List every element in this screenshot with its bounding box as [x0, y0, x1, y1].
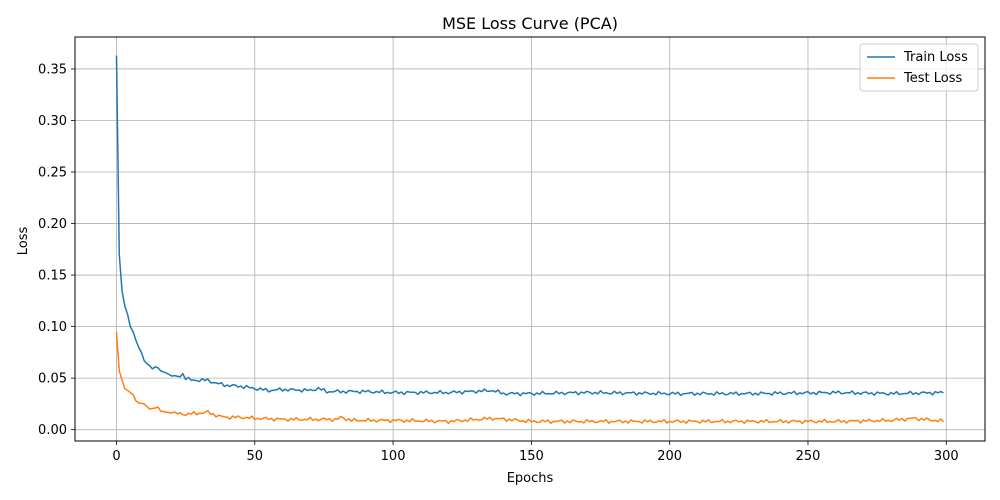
legend: Train Loss Test Loss: [859, 43, 979, 92]
legend-label-train: Train Loss: [903, 50, 968, 65]
chart-title: MSE Loss Curve (PCA): [442, 14, 618, 33]
y-ticks: 0.00 0.05 0.10 0.15 0.20 0.25 0.30 0.35: [38, 62, 75, 438]
y-tick-label: 0.25: [38, 166, 67, 181]
x-tick-label: 100: [381, 449, 406, 464]
x-axis-label: Epochs: [507, 471, 554, 486]
y-tick-label: 0.30: [38, 114, 67, 129]
x-tick-label: 300: [934, 449, 959, 464]
y-axis-label: Loss: [16, 227, 31, 256]
x-tick-label: 200: [657, 449, 682, 464]
x-tick-label: 250: [796, 449, 821, 464]
x-tick-label: 150: [519, 449, 544, 464]
plot-background: [75, 37, 985, 441]
y-tick-label: 0.15: [38, 269, 67, 284]
y-tick-label: 0.00: [38, 423, 67, 438]
y-tick-label: 0.10: [38, 320, 67, 335]
series-line-test: [115, 331, 945, 425]
x-ticks: 0 50 100 150 200 250 300: [112, 441, 959, 464]
legend-box: [859, 43, 979, 92]
y-tick-label: 0.05: [38, 372, 67, 387]
plot-frame: [74, 36, 986, 442]
y-tick-label: 0.20: [38, 217, 67, 232]
y-tick-label: 0.35: [38, 62, 67, 77]
grid: [75, 37, 985, 441]
x-tick-label: 0: [112, 449, 120, 464]
legend-label-test: Test Loss: [903, 71, 962, 86]
series-line-train: [115, 55, 944, 397]
series-group: [115, 55, 945, 425]
x-tick-label: 50: [247, 449, 264, 464]
